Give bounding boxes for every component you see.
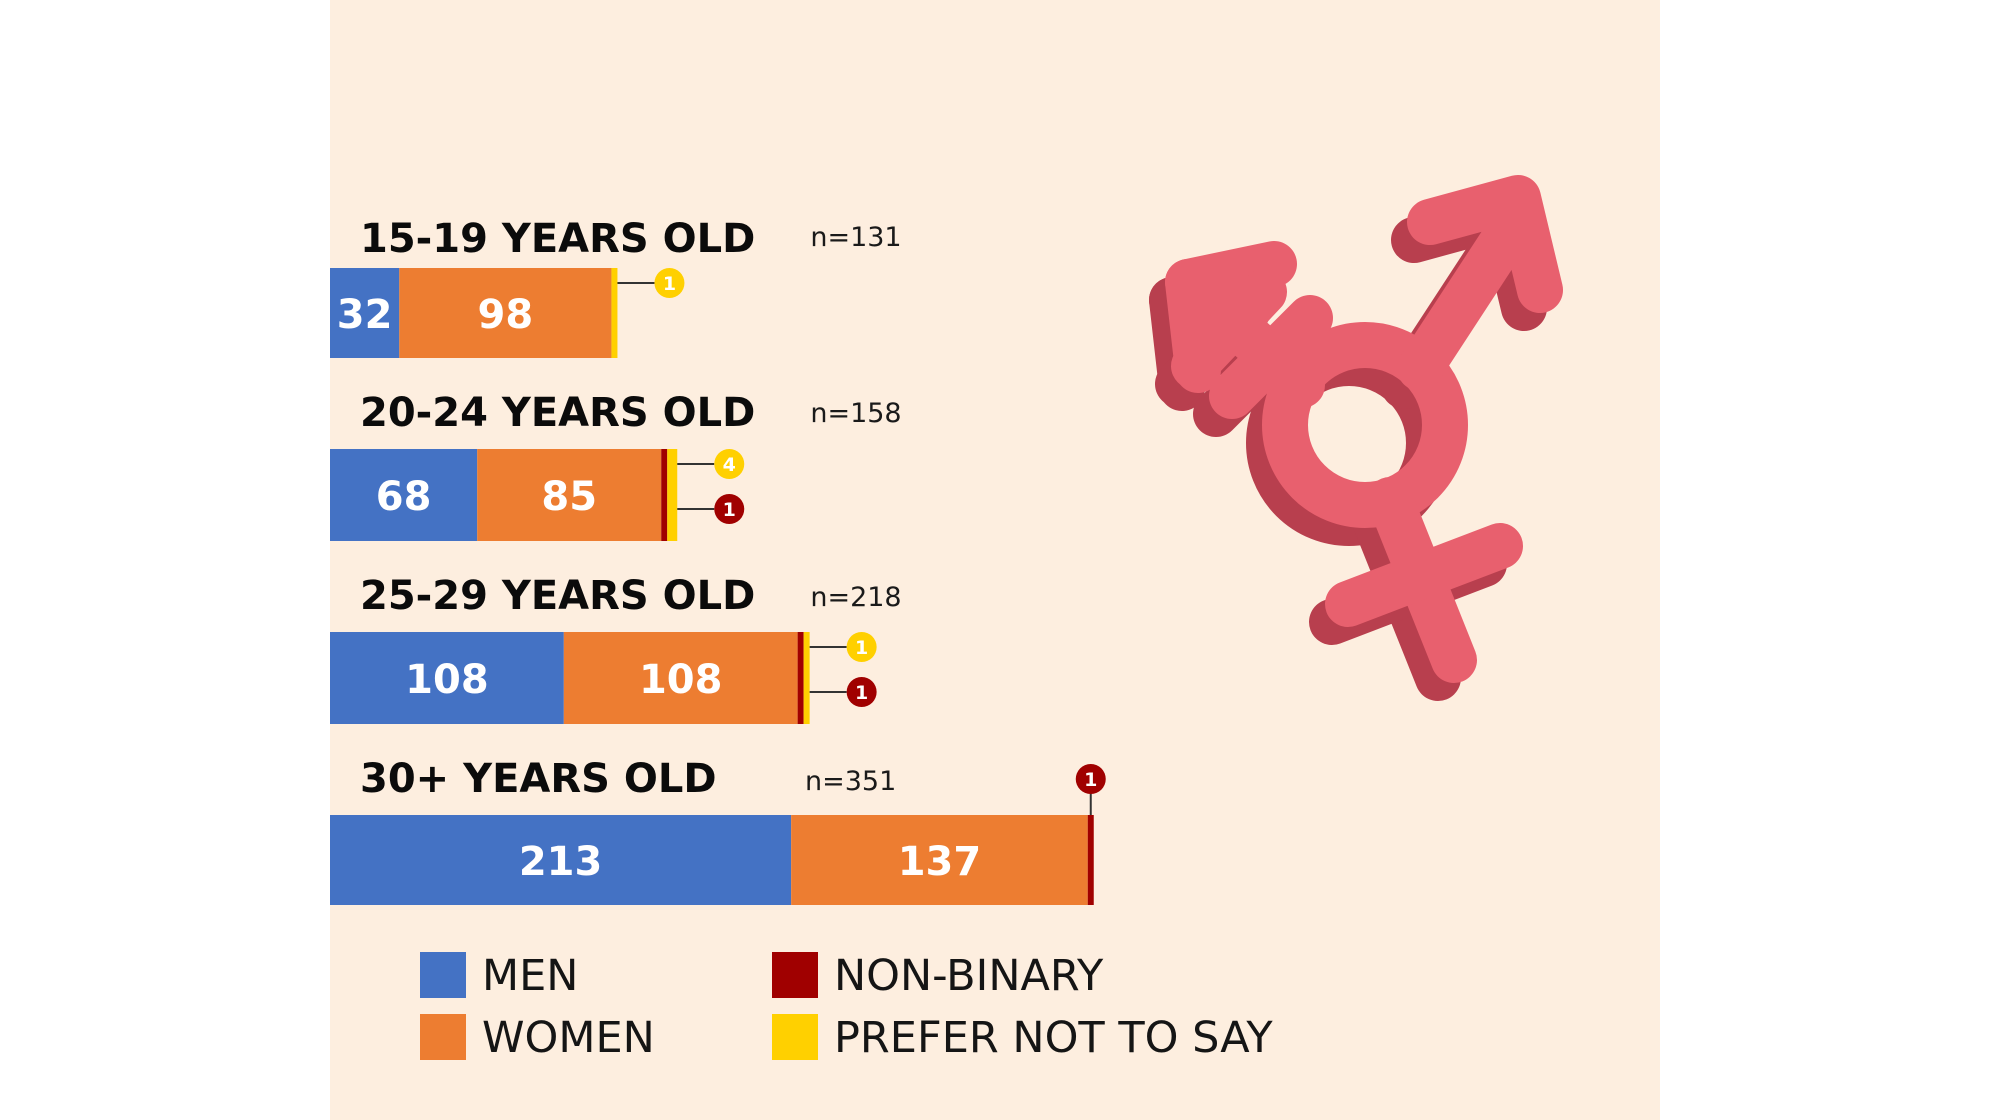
callout-value-non-binary: 1 — [723, 499, 736, 521]
callout-marker-non-binary — [1075, 764, 1106, 794]
n-label: n=351 — [805, 766, 896, 797]
category-label: 25-29 YEARS OLD — [360, 573, 755, 619]
bar-prefer-not-to-say — [667, 449, 678, 541]
callout-value-prefer-not-to-say: 1 — [855, 637, 868, 659]
bar-prefer-not-to-say — [803, 632, 810, 724]
bar-value-men: 108 — [405, 657, 489, 703]
legend-item-women: WOMEN — [420, 1013, 655, 1063]
bar-women — [477, 449, 662, 541]
legend-swatch — [772, 952, 818, 998]
bar-value-men: 32 — [337, 292, 393, 338]
bar-men — [330, 268, 400, 358]
bar-value-men: 68 — [376, 474, 432, 520]
callout-marker-prefer-not-to-say — [654, 268, 685, 298]
bar-non-binary — [797, 632, 804, 724]
legend-label: NON-BINARY — [834, 951, 1104, 1001]
legend-item-prefer-not-to-say: PREFER NOT TO SAY — [772, 1013, 1273, 1063]
legend-label: WOMEN — [482, 1013, 655, 1063]
callout-marker-non-binary — [846, 677, 877, 707]
bar-women — [399, 268, 612, 358]
bar-non-binary — [661, 449, 668, 541]
category-label: 15-19 YEARS OLD — [360, 216, 755, 262]
bar-women — [791, 815, 1088, 905]
transgender-symbol-icon — [1149, 175, 1563, 701]
callout-value-non-binary: 1 — [1084, 769, 1097, 791]
bar-non-binary — [1087, 815, 1094, 905]
bar-group-15-19-years-old: 15-19 YEARS OLD n=131 32 98 1 — [330, 216, 902, 358]
category-label: 30+ YEARS OLD — [360, 756, 717, 802]
callout-value-prefer-not-to-say: 4 — [723, 454, 736, 476]
callout-marker-prefer-not-to-say — [846, 632, 877, 662]
category-label: 20-24 YEARS OLD — [360, 390, 755, 436]
legend-item-non-binary: NON-BINARY — [772, 951, 1104, 1001]
bar-value-women: 85 — [541, 474, 597, 520]
callout-value-non-binary: 1 — [855, 682, 868, 704]
bar-value-women: 98 — [478, 292, 534, 338]
bar-women — [563, 632, 798, 724]
bar-prefer-not-to-say — [611, 268, 618, 358]
n-label: n=218 — [810, 582, 901, 613]
bar-men — [330, 449, 478, 541]
bar-value-women: 137 — [898, 839, 982, 885]
legend: MEN WOMEN NON-BINARY PREFER NOT TO SAY — [420, 951, 1273, 1063]
legend-swatch — [772, 1014, 818, 1060]
legend-label: PREFER NOT TO SAY — [834, 1013, 1273, 1063]
bar-value-women: 108 — [639, 657, 723, 703]
chart-canvas: 15-19 YEARS OLD n=131 32 98 1 20-24 YEARS OLD… — [330, 0, 1660, 1120]
legend-swatch — [420, 1014, 466, 1060]
callout-marker-non-binary — [714, 494, 745, 524]
bar-value-men: 213 — [519, 839, 603, 885]
bar-men — [330, 815, 792, 905]
legend-label: MEN — [482, 951, 578, 1001]
symbol-ring — [1262, 322, 1468, 528]
bar-group-20-24-years-old: 20-24 YEARS OLD n=158 68 85 4 1 — [330, 390, 902, 541]
n-label: n=131 — [810, 222, 901, 253]
callout-marker-prefer-not-to-say — [714, 449, 745, 479]
legend-swatch — [420, 952, 466, 998]
bar-men — [330, 632, 564, 724]
legend-item-men: MEN — [420, 951, 578, 1001]
n-label: n=158 — [810, 398, 901, 429]
bar-group-25-29-years-old: 25-29 YEARS OLD n=218 108 108 1 1 — [330, 573, 902, 724]
bar-group-30-years-old: 30+ YEARS OLD n=351 213 137 1 — [330, 756, 1106, 905]
callout-value-prefer-not-to-say: 1 — [663, 273, 676, 295]
